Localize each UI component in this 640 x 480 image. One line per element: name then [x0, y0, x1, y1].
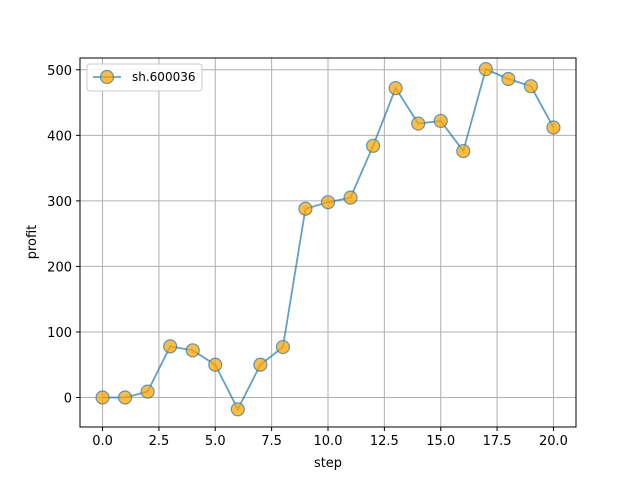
x-tick-label: 15.0	[426, 434, 455, 449]
x-tick-label: 7.5	[261, 434, 282, 449]
data-point	[456, 143, 471, 159]
x-tick-label: 17.5	[483, 434, 512, 449]
y-tick-label: 300	[47, 195, 72, 210]
data-point	[275, 339, 291, 355]
data-point	[185, 343, 200, 358]
series-layer	[95, 62, 561, 417]
data-point	[95, 390, 110, 405]
data-point	[320, 195, 336, 210]
data-point	[253, 357, 268, 372]
y-tick-label: 100	[47, 326, 72, 341]
legend-box	[86, 63, 203, 92]
legend-label: sh.600036	[132, 70, 195, 84]
data-point	[365, 138, 381, 153]
y-tick-label: 400	[47, 129, 72, 144]
x-tick-label: 0.0	[92, 434, 113, 449]
y-tick-label: 200	[47, 260, 72, 275]
data-point	[478, 62, 493, 77]
data-point	[140, 384, 155, 399]
legend-marker-swatch	[99, 69, 115, 85]
data-point	[117, 390, 133, 405]
data-point	[163, 339, 178, 354]
grid-lines	[80, 58, 576, 427]
data-point	[411, 116, 426, 131]
data-point	[523, 79, 539, 94]
x-tick-label: 2.5	[149, 434, 170, 449]
legend: sh.600036	[86, 63, 203, 92]
data-point	[433, 113, 448, 129]
x-tick-label: 10.0	[314, 434, 343, 449]
x-axis-ticks: 0.0 2.5 5.0 7.5 10.0 12.5 15.0 17.5 20.0	[92, 427, 568, 449]
data-point	[230, 402, 245, 417]
data-point	[546, 120, 561, 135]
y-tick-label: 0	[64, 392, 72, 407]
x-axis-label: step	[314, 456, 342, 471]
x-tick-label: 20.0	[539, 434, 568, 449]
data-point	[501, 71, 516, 87]
data-point	[388, 81, 403, 96]
x-tick-label: 12.5	[370, 434, 399, 449]
x-tick-label: 5.0	[205, 434, 226, 449]
data-point	[343, 190, 358, 205]
y-tick-label: 500	[47, 64, 72, 79]
data-point	[298, 201, 313, 216]
y-axis-ticks: 0 100 200 300 400 500	[47, 64, 80, 407]
data-point	[208, 357, 223, 372]
y-axis-label: profit	[25, 225, 40, 260]
